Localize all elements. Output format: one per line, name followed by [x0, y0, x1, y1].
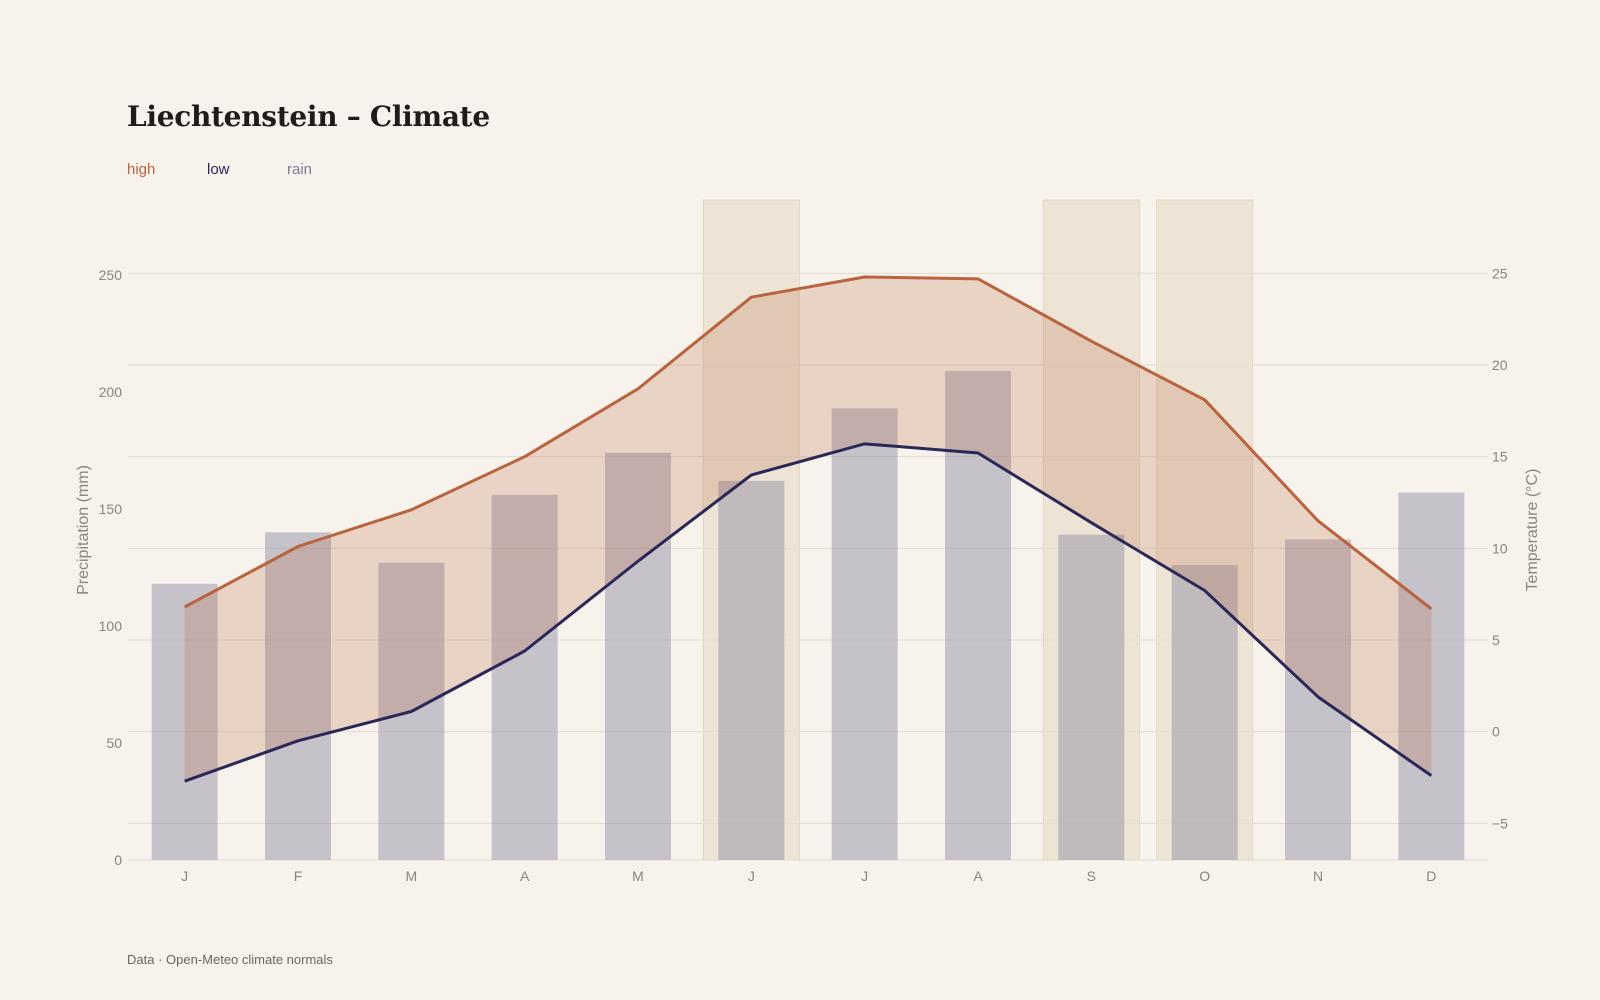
rain-bar: [1171, 565, 1238, 860]
rain-bar: [718, 480, 785, 860]
x-tick-label: J: [861, 868, 868, 884]
y-left-axis-title: Precipitation (mm): [75, 465, 92, 595]
y-left-tick-label: 100: [99, 618, 123, 634]
y-right-tick-label: 15: [1492, 449, 1508, 465]
rain-bar: [151, 583, 218, 860]
legend: high low rain: [127, 161, 367, 178]
y-left-tick-label: 150: [99, 501, 123, 517]
highlight-band-5: [702, 199, 800, 861]
y-right-tick-label: 20: [1492, 357, 1508, 373]
high-temperature-line: [183, 275, 1433, 611]
x-tick-label: S: [1087, 868, 1096, 884]
rain-bar: [1285, 539, 1351, 860]
legend-high: high: [127, 161, 156, 178]
x-tick-label: A: [520, 868, 530, 884]
rain-bar: [265, 532, 331, 860]
rain-bar: [831, 408, 898, 860]
y-left-tick-label: 0: [114, 852, 122, 868]
y-right-axis-title: Temperature (°C): [1524, 469, 1541, 592]
legend-low: low: [207, 161, 230, 178]
temperature-range-area: [184, 277, 1432, 782]
highlight-band-8: [1042, 199, 1140, 861]
y-right-tick-label: −5: [1492, 815, 1508, 831]
data-source-note: Data · Open-Meteo climate normals: [127, 952, 333, 967]
rain-bar: [1398, 492, 1465, 860]
y-left-tick-label: 250: [99, 267, 123, 283]
chart-title: Liechtenstein – Climate: [127, 100, 490, 133]
x-tick-label: F: [294, 868, 303, 884]
x-tick-label: A: [973, 868, 983, 884]
y-right-tick-label: 25: [1492, 265, 1508, 281]
y-right-tick-label: 0: [1492, 724, 1500, 740]
x-tick-label: M: [405, 868, 417, 884]
x-tick-label: D: [1426, 868, 1436, 884]
rain-bar: [1058, 534, 1125, 860]
x-tick-label: J: [748, 868, 755, 884]
x-tick-label: M: [632, 868, 644, 884]
legend-rain: rain: [287, 161, 313, 178]
x-tick-label: O: [1199, 868, 1210, 884]
rain-bar: [605, 452, 671, 860]
low-temperature-line: [184, 442, 1433, 783]
y-left-tick-label: 200: [99, 384, 123, 400]
highlight-band-9: [1156, 199, 1254, 861]
y-right-tick-label: 5: [1492, 632, 1500, 648]
y-right-tick-label: 10: [1492, 540, 1508, 556]
rain-bar: [491, 494, 558, 860]
y-left-tick-label: 50: [106, 735, 122, 751]
x-tick-label: N: [1313, 868, 1323, 884]
x-tick-label: J: [181, 868, 188, 884]
